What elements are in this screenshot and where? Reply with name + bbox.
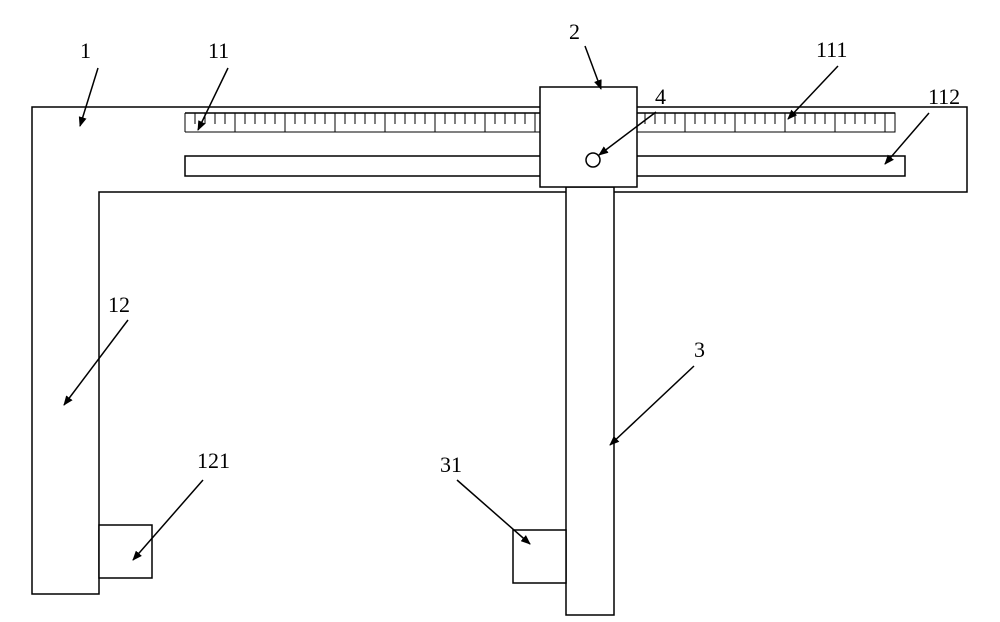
label-121: 121 — [197, 448, 230, 473]
vertical-slider-arm — [566, 187, 614, 615]
left-foot-block — [99, 525, 152, 578]
shapes-layer — [32, 87, 967, 615]
technical-diagram: 1112411111212312131 — [0, 0, 1000, 622]
label-1: 1 — [80, 38, 91, 63]
leader-3 — [610, 366, 694, 445]
leader-31 — [457, 480, 530, 544]
l-frame — [32, 107, 967, 594]
leader-121 — [133, 480, 203, 560]
label-111: 111 — [816, 37, 847, 62]
labels-layer: 1112411111212312131 — [64, 19, 960, 560]
label-3: 3 — [694, 337, 705, 362]
label-31: 31 — [440, 452, 462, 477]
leader-2 — [585, 46, 601, 89]
label-4: 4 — [655, 84, 666, 109]
label-112: 112 — [928, 84, 960, 109]
label-2: 2 — [569, 19, 580, 44]
slider-foot-block — [513, 530, 566, 583]
label-12: 12 — [108, 292, 130, 317]
label-11: 11 — [208, 38, 229, 63]
